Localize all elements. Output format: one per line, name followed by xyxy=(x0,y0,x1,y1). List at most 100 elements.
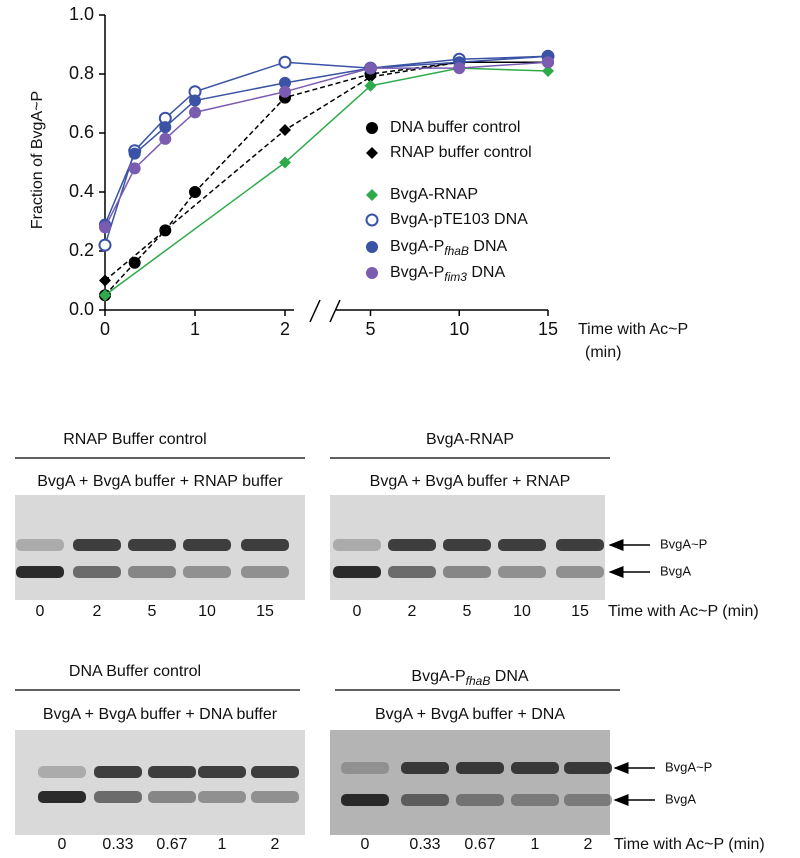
x-tick-label: 0 xyxy=(100,319,110,339)
gel-band xyxy=(241,566,289,578)
gel-band xyxy=(443,566,491,578)
gel-band xyxy=(456,762,504,774)
gel-band xyxy=(241,539,289,551)
y-tick-label: 0.8 xyxy=(69,63,94,83)
gel-header: BvgA + BvgA buffer + RNAP xyxy=(370,473,571,490)
x-tick-label: 15 xyxy=(538,319,558,339)
marker xyxy=(128,256,141,269)
marker xyxy=(99,274,111,287)
marker xyxy=(98,238,112,252)
gel-band xyxy=(73,566,121,578)
axis-break xyxy=(309,299,341,323)
gel-title: BvgA-PfhaB DNA xyxy=(411,668,528,688)
legend-text: DNA buffer control xyxy=(390,119,520,136)
legend-label: BvgA-pTE103 DNA xyxy=(390,211,528,228)
x-tick-label: 5 xyxy=(365,319,375,339)
marker xyxy=(189,186,201,198)
legend-text: BvgA-P xyxy=(390,238,444,255)
lane-label: 10 xyxy=(513,603,531,620)
marker xyxy=(542,56,554,69)
legend-marker xyxy=(366,241,378,253)
legend-subscript: fhaB xyxy=(444,244,469,258)
marker xyxy=(189,94,201,107)
gel-band xyxy=(388,566,436,578)
legend-label: RNAP buffer control xyxy=(390,144,532,161)
y-tick-label: 1.0 xyxy=(69,4,94,24)
gel-band xyxy=(183,539,231,551)
marker xyxy=(159,132,172,145)
gel-title-text: DNA Buffer control xyxy=(69,663,201,680)
series-line xyxy=(104,67,549,296)
gel-band xyxy=(148,791,196,803)
legend-text: DNA xyxy=(467,264,506,281)
gel-title-text: DNA xyxy=(490,668,529,685)
legend-text: RNAP buffer control xyxy=(390,144,532,161)
marker xyxy=(453,62,466,75)
time-label: Time with Ac~P (min) xyxy=(608,603,759,620)
x-axis-unit: (min) xyxy=(585,344,621,361)
gel-band xyxy=(251,791,299,803)
lane-label: 2 xyxy=(93,603,102,620)
time-label: Time with Ac~P (min) xyxy=(614,836,765,853)
legend-text: BvgA-pTE103 DNA xyxy=(390,211,528,228)
gel-title-text: BvgA-P xyxy=(411,668,465,685)
marker xyxy=(99,289,111,302)
series-line xyxy=(104,61,548,282)
gel-band xyxy=(511,794,559,806)
gel-band xyxy=(456,794,504,806)
gel-band xyxy=(16,539,64,551)
gel-title: DNA Buffer control xyxy=(69,663,201,680)
gel-band xyxy=(341,794,389,806)
marker xyxy=(128,147,141,160)
marker xyxy=(159,121,172,134)
legend-marker xyxy=(366,122,378,134)
lane-label: 0 xyxy=(36,603,45,620)
gel-band xyxy=(94,766,142,778)
series-line xyxy=(104,55,549,225)
y-axis-label: Fraction of BvgA~P xyxy=(29,91,46,229)
lane-label: 0.67 xyxy=(156,836,187,853)
lane-label: 1 xyxy=(531,836,540,853)
y-tick-label: 0.4 xyxy=(69,181,94,201)
x-axis-label: Time with Ac~P xyxy=(578,321,688,338)
legend-marker xyxy=(366,147,378,159)
gel-title: RNAP Buffer control xyxy=(63,431,206,448)
marker xyxy=(364,62,377,75)
lane-label: 5 xyxy=(463,603,472,620)
gel-image xyxy=(15,730,305,835)
x-tick-label: 10 xyxy=(449,319,469,339)
marker xyxy=(279,85,291,98)
gel-band xyxy=(128,566,176,578)
legend-label: BvgA-Pfim3 DNA xyxy=(390,264,505,284)
gel-band xyxy=(148,766,196,778)
y-tick-label: 0.0 xyxy=(69,299,94,319)
gel-band xyxy=(251,766,299,778)
marker xyxy=(279,124,291,137)
legend-label: BvgA-PfhaB DNA xyxy=(390,238,507,258)
x-tick-label: 1 xyxy=(190,319,200,339)
gel-header: BvgA + BvgA buffer + RNAP buffer xyxy=(37,473,283,490)
lane-label: 0.67 xyxy=(464,836,495,853)
lane-label: 0 xyxy=(58,836,67,853)
gel-band xyxy=(341,762,389,774)
gel-title-text: BvgA-RNAP xyxy=(426,431,514,448)
legend-label: DNA buffer control xyxy=(390,119,520,136)
band-label: BvgA xyxy=(665,791,696,806)
gel-title-text: RNAP Buffer control xyxy=(63,431,206,448)
marker xyxy=(278,55,292,69)
lane-label: 2 xyxy=(408,603,417,620)
legend-label: BvgA-RNAP xyxy=(390,186,478,203)
legend-marker xyxy=(366,267,378,279)
marker xyxy=(364,70,377,83)
gel-image xyxy=(330,730,610,835)
gel-band xyxy=(498,566,546,578)
legend-text: BvgA-RNAP xyxy=(390,186,478,203)
gel-band xyxy=(401,794,449,806)
lane-label: 15 xyxy=(256,603,274,620)
gel-band xyxy=(556,566,604,578)
lane-label: 0.33 xyxy=(409,836,440,853)
gel-band xyxy=(498,539,546,551)
lane-label: 0 xyxy=(353,603,362,620)
series-line xyxy=(104,55,549,246)
